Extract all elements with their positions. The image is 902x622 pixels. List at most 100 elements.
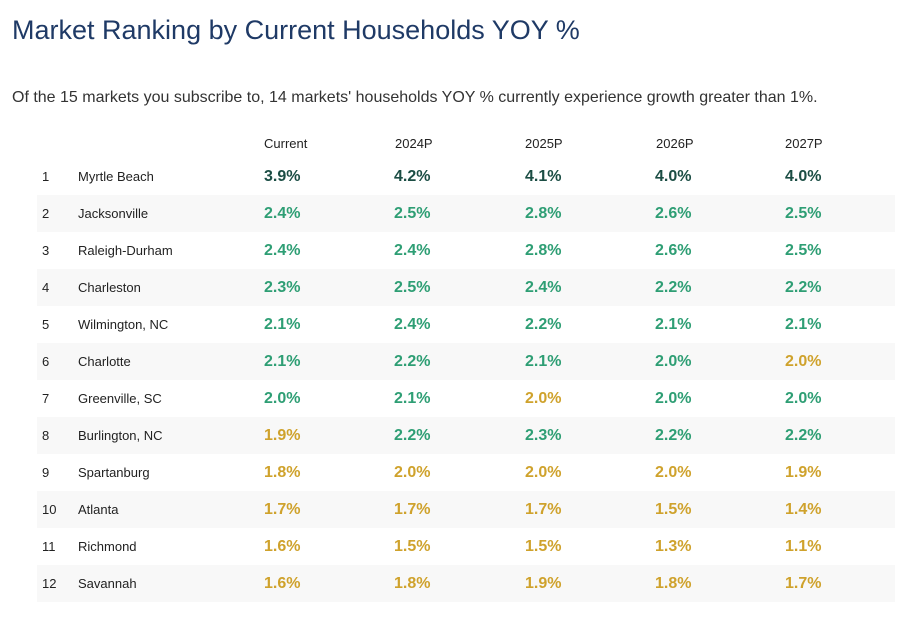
table-row: 5 Wilmington, NC 2.1% 2.4% 2.2% 2.1% 2.1% bbox=[37, 306, 895, 343]
rank-cell: 2 bbox=[42, 206, 50, 221]
page-title: Market Ranking by Current Households YOY… bbox=[12, 15, 580, 45]
value-cell-current: 2.0% bbox=[264, 390, 301, 407]
table-body: 1 Myrtle Beach 3.9% 4.2% 4.1% 4.0% 4.0% 2 Jackso… bbox=[37, 158, 895, 602]
table-row: 7 Greenville, SC 2.0% 2.1% 2.0% 2.0% 2.0% bbox=[37, 380, 895, 417]
rank-cell: 6 bbox=[42, 354, 50, 369]
rank-cell: 7 bbox=[42, 391, 50, 406]
value-cell-2027p: 1.1% bbox=[785, 538, 822, 555]
value-cell-2027p: 2.1% bbox=[785, 316, 822, 333]
value-cell-2025p: 1.9% bbox=[525, 575, 562, 592]
table-header-row: Current 2024P 2025P 2026P 2027P bbox=[37, 128, 895, 158]
value-cell-current: 2.4% bbox=[264, 242, 301, 259]
rank-cell: 9 bbox=[42, 465, 50, 480]
value-cell-2027p: 2.5% bbox=[785, 242, 822, 259]
value-cell-2025p: 2.0% bbox=[525, 464, 562, 481]
value-cell-2024p: 2.5% bbox=[394, 205, 431, 222]
market-name-cell: Atlanta bbox=[78, 502, 119, 517]
rank-cell: 4 bbox=[42, 280, 50, 295]
value-cell-current: 1.8% bbox=[264, 464, 301, 481]
value-cell-2025p: 1.5% bbox=[525, 538, 562, 555]
table-row: 4 Charleston 2.3% 2.5% 2.4% 2.2% 2.2% bbox=[37, 269, 895, 306]
value-cell-2026p: 2.0% bbox=[655, 353, 692, 370]
value-cell-2025p: 2.3% bbox=[525, 427, 562, 444]
value-cell-2025p: 2.8% bbox=[525, 242, 562, 259]
table-row: 10 Atlanta 1.7% 1.7% 1.7% 1.5% 1.4% bbox=[37, 491, 895, 528]
market-name-cell: Burlington, NC bbox=[78, 428, 163, 443]
market-name-cell: Jacksonville bbox=[78, 206, 149, 221]
value-cell-2027p: 2.2% bbox=[785, 427, 822, 444]
table-row: 12 Savannah 1.6% 1.8% 1.9% 1.8% 1.7% bbox=[37, 565, 895, 602]
value-cell-2025p: 2.4% bbox=[525, 279, 562, 296]
rank-cell: 12 bbox=[42, 576, 57, 591]
table-row: 3 Raleigh-Durham 2.4% 2.4% 2.8% 2.6% 2.5% bbox=[37, 232, 895, 269]
market-name-cell: Raleigh-Durham bbox=[78, 243, 173, 258]
value-cell-current: 2.1% bbox=[264, 316, 301, 333]
value-cell-current: 2.1% bbox=[264, 353, 301, 370]
value-cell-2026p: 2.6% bbox=[655, 205, 692, 222]
page-subtitle: Of the 15 markets you subscribe to, 14 m… bbox=[12, 89, 818, 106]
value-cell-2024p: 2.4% bbox=[394, 242, 431, 259]
market-name-cell: Charlotte bbox=[78, 354, 131, 369]
table-row: 2 Jacksonville 2.4% 2.5% 2.8% 2.6% 2.5% bbox=[37, 195, 895, 232]
value-cell-current: 1.9% bbox=[264, 427, 301, 444]
table-row: 9 Spartanburg 1.8% 2.0% 2.0% 2.0% 1.9% bbox=[37, 454, 895, 491]
value-cell-2025p: 4.1% bbox=[525, 168, 562, 185]
market-name-cell: Charleston bbox=[78, 280, 141, 295]
value-cell-2025p: 2.2% bbox=[525, 316, 562, 333]
value-cell-2024p: 2.2% bbox=[394, 427, 431, 444]
value-cell-2024p: 2.5% bbox=[394, 279, 431, 296]
value-cell-2024p: 1.8% bbox=[394, 575, 431, 592]
value-cell-2026p: 2.2% bbox=[655, 279, 692, 296]
market-name-cell: Wilmington, NC bbox=[78, 317, 169, 332]
market-name-cell: Spartanburg bbox=[78, 465, 150, 480]
column-header-2026p: 2026P bbox=[656, 136, 694, 151]
value-cell-current: 1.6% bbox=[264, 538, 301, 555]
market-name-cell: Myrtle Beach bbox=[78, 169, 154, 184]
column-header-2024p: 2024P bbox=[395, 136, 433, 151]
value-cell-2026p: 4.0% bbox=[655, 168, 692, 185]
value-cell-2025p: 2.8% bbox=[525, 205, 562, 222]
value-cell-2025p: 2.1% bbox=[525, 353, 562, 370]
value-cell-current: 3.9% bbox=[264, 168, 301, 185]
market-name-cell: Greenville, SC bbox=[78, 391, 162, 406]
value-cell-2027p: 1.9% bbox=[785, 464, 822, 481]
table-row: 11 Richmond 1.6% 1.5% 1.5% 1.3% 1.1% bbox=[37, 528, 895, 565]
value-cell-2027p: 2.5% bbox=[785, 205, 822, 222]
value-cell-2026p: 2.1% bbox=[655, 316, 692, 333]
value-cell-2026p: 2.6% bbox=[655, 242, 692, 259]
value-cell-2025p: 2.0% bbox=[525, 390, 562, 407]
value-cell-2027p: 4.0% bbox=[785, 168, 822, 185]
value-cell-2027p: 1.7% bbox=[785, 575, 822, 592]
value-cell-2024p: 2.2% bbox=[394, 353, 431, 370]
market-name-cell: Richmond bbox=[78, 539, 137, 554]
value-cell-current: 1.7% bbox=[264, 501, 301, 518]
value-cell-2027p: 1.4% bbox=[785, 501, 822, 518]
value-cell-2026p: 2.0% bbox=[655, 390, 692, 407]
value-cell-2025p: 1.7% bbox=[525, 501, 562, 518]
rank-cell: 10 bbox=[42, 502, 57, 517]
value-cell-current: 2.3% bbox=[264, 279, 301, 296]
table-row: 8 Burlington, NC 1.9% 2.2% 2.3% 2.2% 2.2% bbox=[37, 417, 895, 454]
market-name-cell: Savannah bbox=[78, 576, 137, 591]
value-cell-2027p: 2.2% bbox=[785, 279, 822, 296]
value-cell-current: 2.4% bbox=[264, 205, 301, 222]
rank-cell: 5 bbox=[42, 317, 50, 332]
rank-cell: 11 bbox=[42, 539, 56, 554]
table-row: 1 Myrtle Beach 3.9% 4.2% 4.1% 4.0% 4.0% bbox=[37, 158, 895, 195]
value-cell-2026p: 1.3% bbox=[655, 538, 692, 555]
value-cell-2024p: 1.5% bbox=[394, 538, 431, 555]
value-cell-2026p: 2.2% bbox=[655, 427, 692, 444]
value-cell-2026p: 1.8% bbox=[655, 575, 692, 592]
rank-cell: 1 bbox=[42, 169, 50, 184]
value-cell-2024p: 4.2% bbox=[394, 168, 431, 185]
value-cell-2024p: 2.1% bbox=[394, 390, 431, 407]
value-cell-2027p: 2.0% bbox=[785, 353, 822, 370]
value-cell-2027p: 2.0% bbox=[785, 390, 822, 407]
rank-cell: 3 bbox=[42, 243, 50, 258]
value-cell-2024p: 2.0% bbox=[394, 464, 431, 481]
value-cell-2024p: 2.4% bbox=[394, 316, 431, 333]
ranking-table: Current 2024P 2025P 2026P 2027P 1 Myrtle … bbox=[37, 128, 895, 602]
value-cell-2024p: 1.7% bbox=[394, 501, 431, 518]
value-cell-current: 1.6% bbox=[264, 575, 301, 592]
column-header-current: Current bbox=[264, 136, 308, 151]
